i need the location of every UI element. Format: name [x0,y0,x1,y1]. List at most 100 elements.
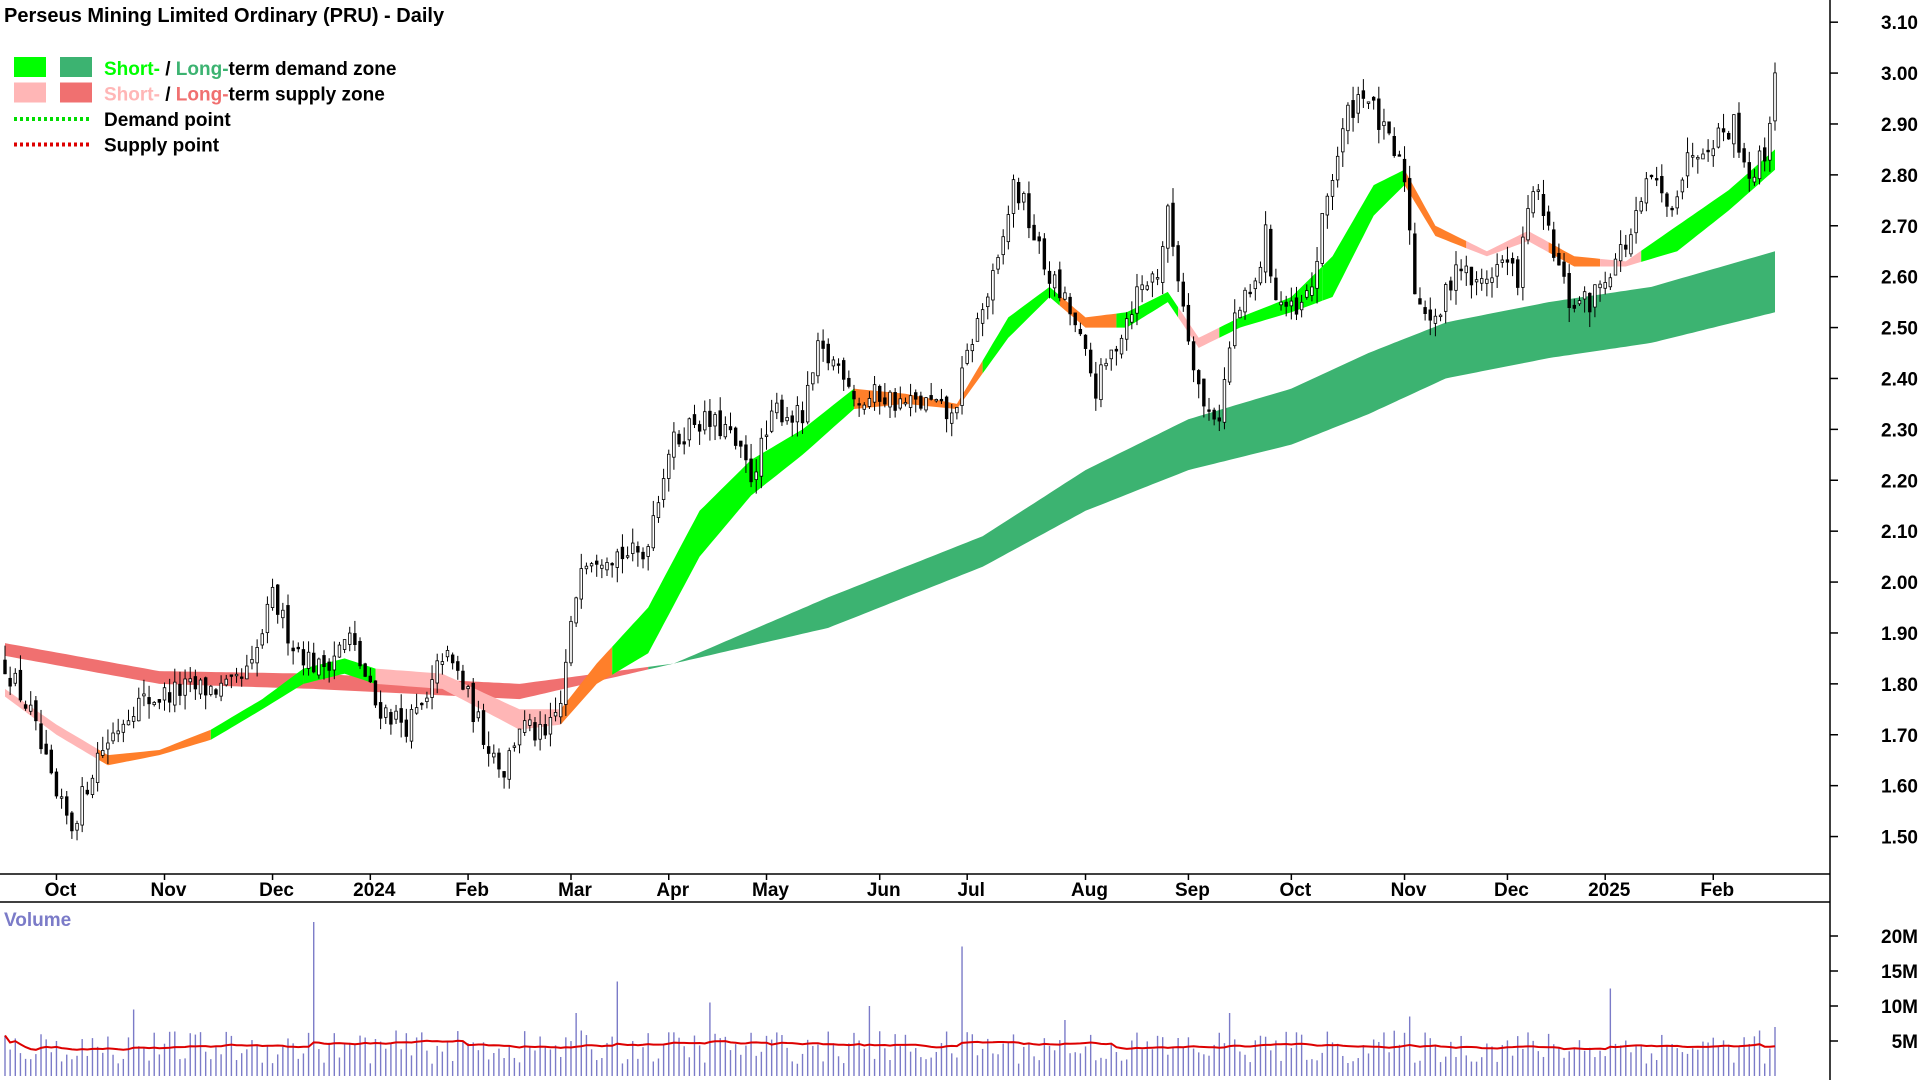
candle [80,786,84,826]
candle [363,663,367,677]
candle [780,399,784,423]
candle [878,385,882,402]
candle [353,633,357,646]
candle [18,669,23,701]
short-term-zone-transition [560,646,613,725]
candle [131,716,136,722]
candle [522,720,527,733]
candle [1284,301,1288,307]
candle [703,411,707,431]
candle [1377,98,1381,130]
price-tick-label: 2.20 [1881,471,1918,492]
candle [1078,328,1083,335]
candle [1618,244,1623,262]
candle [29,704,33,712]
candle [1480,278,1484,284]
candle [1495,264,1499,277]
candle [1701,153,1705,160]
candle [126,720,131,726]
candle [914,392,918,400]
candle [1387,121,1391,134]
candle [1109,349,1113,360]
candle [152,702,156,706]
price-tick-label: 3.10 [1881,13,1918,34]
candle [1243,289,1247,313]
candle [1516,259,1520,288]
legend-text-part: Short- [104,85,160,106]
candle [1737,112,1741,153]
candle [970,344,975,352]
candle [90,777,95,795]
candle [1696,157,1700,160]
candle [939,398,944,402]
candle [1227,347,1232,383]
price-tick-label: 2.10 [1881,522,1918,543]
candle [1099,364,1103,401]
candle [1546,211,1551,226]
x-tick-label: Feb [455,880,489,901]
short-term-zone-supply-light [375,668,561,730]
candle [142,693,146,697]
candle [1464,265,1468,274]
candle [1011,179,1016,214]
candle [224,678,228,686]
candle [384,707,388,718]
candle [1716,127,1721,148]
candle [1253,280,1258,290]
candle [394,710,398,720]
legend-text-part: Demand point [104,110,231,131]
x-tick-label: Jun [867,880,901,901]
legend-text-part: Long- [176,59,229,80]
candle [1742,148,1746,163]
candle [893,392,897,411]
candle [486,746,491,754]
candle [1392,136,1396,156]
candle [1413,233,1417,295]
short-term-zone-supply-light [5,688,98,760]
candle [831,359,836,367]
candle [1073,312,1077,326]
candle [1124,318,1129,340]
x-tick-label: Apr [656,880,689,901]
candle [203,677,208,696]
candle [558,702,563,718]
candle [1016,181,1021,204]
candle [209,685,213,695]
candle [1500,259,1504,263]
candle [631,542,635,554]
candle [70,812,74,832]
x-axis: Oct Nov Dec 2024 Feb Mar Apr May Jun Jul Aug Sep Oct… [45,874,1734,901]
candle [358,640,362,667]
candle [198,679,203,695]
candle [713,414,717,427]
candle [960,367,964,406]
candle [1068,296,1072,315]
candle [723,424,728,438]
candle [1469,266,1474,286]
candle [1037,236,1041,242]
candle [533,722,537,741]
candle [1536,189,1541,192]
legend-label-demand-point: Demand point [104,110,231,131]
candle [1397,154,1402,157]
candle [733,427,738,446]
candle [579,568,583,600]
volume-tick-label: 5M [1892,1032,1918,1053]
candle [610,563,614,566]
candle [1315,260,1319,289]
candle [1757,150,1762,180]
candle [929,395,933,400]
candle [811,372,815,385]
candle [327,661,331,671]
candle [805,384,810,423]
candle [34,700,38,722]
candle [903,402,908,405]
candle [1454,264,1458,291]
candle [332,655,337,671]
candle [1361,90,1366,99]
candle [1629,234,1633,255]
short-term-zone-transition [1059,295,1117,328]
candle [1598,283,1602,289]
